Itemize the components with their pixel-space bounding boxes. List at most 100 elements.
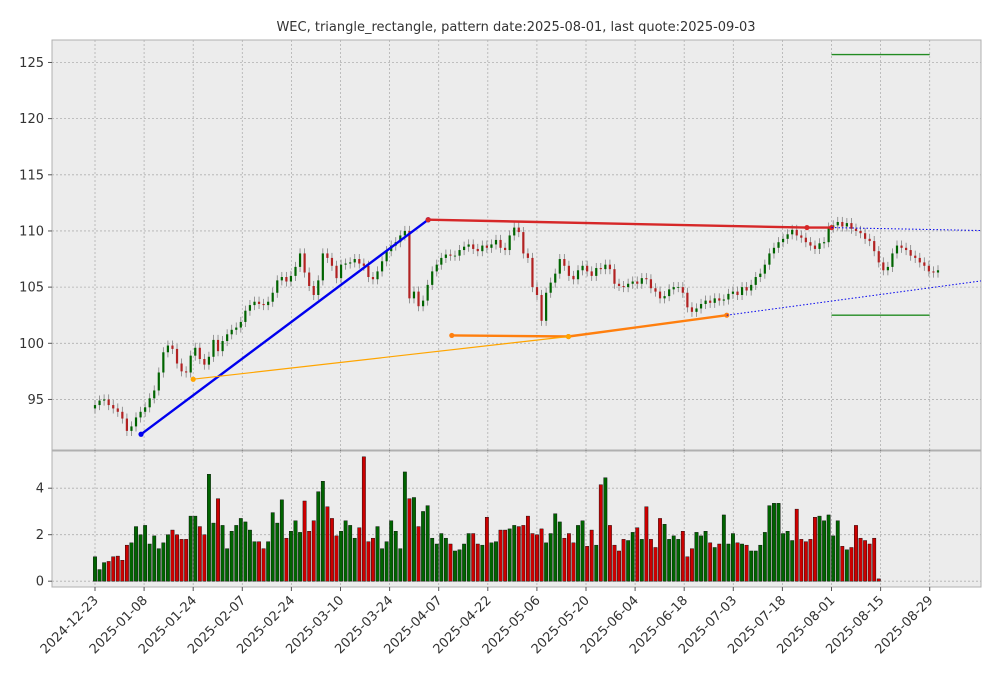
candle-body <box>239 321 242 328</box>
volume-bar <box>156 548 161 582</box>
volume-bar <box>562 537 567 582</box>
price-y-tick-label: 110 <box>19 224 44 239</box>
candle-body <box>613 269 616 284</box>
volume-bar <box>220 525 225 582</box>
candle-body <box>508 235 511 251</box>
volume-bar <box>207 474 211 582</box>
volume-bar <box>229 531 234 582</box>
volume-bar <box>434 543 439 582</box>
volume-bar <box>489 542 494 582</box>
candle-body <box>185 371 188 373</box>
candle-body <box>194 347 197 356</box>
volume-bar <box>343 520 348 582</box>
volume-bar <box>635 527 640 582</box>
candle-body <box>221 341 224 352</box>
volume-bar <box>366 541 371 582</box>
candle-body <box>198 347 201 360</box>
candle-body <box>485 245 488 248</box>
volume-bar <box>776 503 781 582</box>
volume-bar <box>758 544 763 582</box>
candle-body <box>417 291 420 307</box>
candle-body <box>339 264 343 279</box>
candle-body <box>230 329 233 335</box>
candle-body <box>859 230 862 234</box>
volume-bar <box>548 533 553 582</box>
volume-bar <box>762 532 767 582</box>
candle-body <box>399 235 402 243</box>
volume-bar <box>494 541 498 582</box>
candle-body <box>116 408 119 412</box>
candle-body <box>276 280 279 293</box>
candle-body <box>280 277 283 281</box>
volume-bar <box>147 543 152 582</box>
volume-bar <box>371 537 375 582</box>
candle-body <box>800 235 803 238</box>
price-y-tick-label: 100 <box>19 337 44 352</box>
candle-body <box>563 259 566 266</box>
volume-bar <box>184 539 189 582</box>
candle-body <box>103 399 106 401</box>
volume-bar <box>516 526 521 582</box>
candle-body <box>125 418 128 431</box>
volume-bar <box>854 525 858 582</box>
volume-bar <box>234 525 239 582</box>
candle-body <box>271 292 274 302</box>
candle-body <box>385 251 388 262</box>
volume-bar <box>503 529 508 582</box>
candle-body <box>494 239 498 245</box>
candle-body <box>699 303 703 309</box>
candle-body <box>121 411 124 419</box>
candle-body <box>877 251 880 263</box>
candle-body <box>358 259 361 264</box>
volume-bar <box>170 529 175 582</box>
volume-bar <box>453 550 457 582</box>
volume-bar <box>289 531 293 582</box>
volume-bar <box>320 481 325 582</box>
candle-body <box>162 352 165 373</box>
candle-body <box>595 268 598 276</box>
candle-body <box>513 227 516 236</box>
volume-bar <box>539 528 544 582</box>
candle-body <box>781 238 785 243</box>
volume-bar <box>462 543 466 582</box>
volume-y-tick-label: 0 <box>36 575 44 590</box>
candle-body <box>107 399 110 406</box>
candle-body <box>130 426 133 431</box>
pattern-line-support_rising <box>568 314 727 338</box>
price-y-tick-label: 120 <box>19 112 44 127</box>
candle-body <box>745 287 748 291</box>
candle-body <box>98 400 101 406</box>
volume-bar <box>471 533 476 582</box>
volume-bar <box>330 518 334 582</box>
volume-bar <box>416 526 421 582</box>
candle-body <box>772 247 776 254</box>
volume-bar <box>193 515 198 582</box>
volume-bar <box>266 541 271 582</box>
volume-bar <box>188 515 193 582</box>
candle-body <box>754 277 757 285</box>
volume-bar <box>93 556 97 582</box>
chart-title: WEC, triangle_rectangle, pattern date:20… <box>276 20 755 35</box>
candle-body <box>440 257 443 265</box>
candle-body <box>426 284 429 301</box>
candle-body <box>203 359 206 365</box>
volume-bar <box>813 517 817 582</box>
candle-body <box>289 275 293 282</box>
volume-bar <box>530 533 535 582</box>
candle-body <box>576 270 580 280</box>
candle-body <box>248 305 252 311</box>
volume-bar <box>339 531 343 582</box>
projection-lower <box>726 280 982 316</box>
volume-bar <box>621 539 626 582</box>
pattern-point <box>138 431 144 437</box>
candle-body <box>371 277 375 280</box>
volume-bar <box>197 526 202 582</box>
volume-bar <box>175 534 179 582</box>
volume-bar <box>202 534 207 582</box>
volume-bar <box>238 518 243 582</box>
volume-bar <box>412 497 416 582</box>
volume-bar <box>393 531 398 582</box>
volume-bar <box>576 525 580 582</box>
candle-body <box>854 228 858 231</box>
